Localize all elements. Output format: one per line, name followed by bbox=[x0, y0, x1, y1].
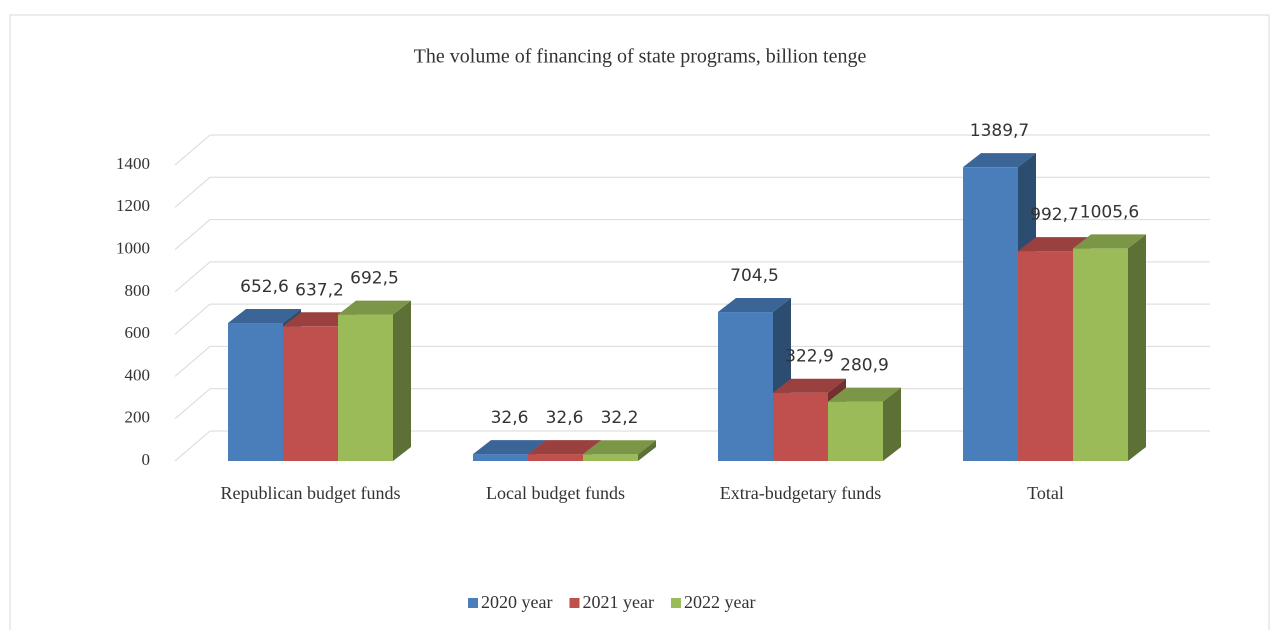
legend-label: 2021 year bbox=[582, 592, 653, 612]
value-label: 1389,7 bbox=[970, 121, 1029, 141]
y-tick-label: 0 bbox=[142, 450, 151, 469]
value-label: 322,9 bbox=[785, 347, 834, 367]
grid-line bbox=[174, 134, 211, 166]
bar-top bbox=[963, 153, 1036, 168]
x-tick-label: Extra-budgetary funds bbox=[719, 483, 882, 503]
bar-front bbox=[1018, 251, 1073, 461]
bar-side bbox=[1128, 234, 1146, 461]
bar-top bbox=[1073, 234, 1146, 249]
y-tick-label: 1200 bbox=[116, 196, 150, 215]
grid-line bbox=[174, 176, 211, 208]
y-tick-label: 600 bbox=[125, 323, 151, 342]
bar-top bbox=[718, 298, 791, 313]
bar-top bbox=[338, 300, 411, 315]
bar-front bbox=[828, 401, 883, 461]
value-label: 32,6 bbox=[491, 408, 529, 428]
bar-front bbox=[228, 323, 283, 461]
bar-front bbox=[283, 326, 338, 461]
value-label: 692,5 bbox=[350, 269, 399, 289]
bar-top bbox=[283, 312, 356, 327]
value-label: 637,2 bbox=[295, 280, 344, 300]
value-label: 280,9 bbox=[840, 356, 889, 376]
y-tick-label: 1000 bbox=[116, 238, 150, 257]
bar-top bbox=[583, 440, 656, 455]
legend-swatch bbox=[468, 598, 478, 608]
x-tick-label: Total bbox=[1027, 483, 1064, 503]
legend-swatch bbox=[569, 598, 580, 608]
value-label: 652,6 bbox=[240, 277, 289, 297]
grid-line bbox=[174, 219, 211, 250]
grid-line bbox=[174, 346, 211, 377]
y-tick-label: 1400 bbox=[116, 154, 150, 173]
bar-front bbox=[528, 454, 583, 461]
bar-side bbox=[638, 440, 656, 461]
bar-front bbox=[583, 454, 638, 461]
x-tick-label: Local budget funds bbox=[486, 483, 625, 503]
y-tick-label: 400 bbox=[125, 365, 151, 384]
value-label: 32,2 bbox=[601, 408, 639, 428]
bar-top bbox=[228, 309, 301, 324]
bar-top bbox=[773, 378, 846, 393]
value-label: 1005,6 bbox=[1080, 202, 1139, 222]
grid-line bbox=[174, 388, 211, 420]
bar-front bbox=[773, 392, 828, 461]
grid-line bbox=[174, 261, 211, 293]
bar-front bbox=[718, 312, 773, 461]
bar-front bbox=[338, 314, 393, 461]
bar-top bbox=[528, 440, 601, 455]
bar-side bbox=[393, 300, 411, 461]
bar-top bbox=[828, 387, 901, 402]
x-tick-label: Republican budget funds bbox=[220, 483, 401, 503]
legend-swatch bbox=[670, 598, 681, 608]
value-label: 704,5 bbox=[730, 266, 779, 286]
chart-title: The volume of financing of state program… bbox=[414, 46, 867, 68]
bar-top bbox=[473, 440, 546, 455]
y-tick-label: 200 bbox=[125, 408, 151, 427]
bar-front bbox=[473, 454, 528, 461]
grid-line bbox=[174, 430, 211, 462]
grid-line bbox=[174, 303, 211, 335]
y-tick-label: 800 bbox=[125, 281, 151, 300]
bar-side bbox=[883, 387, 901, 461]
bar-front bbox=[1073, 248, 1128, 461]
bar-top bbox=[1018, 237, 1091, 252]
bar-front bbox=[963, 167, 1018, 461]
value-label: 32,6 bbox=[546, 408, 584, 428]
legend-label: 2022 year bbox=[684, 592, 755, 612]
legend-label: 2020 year bbox=[481, 592, 552, 612]
value-label: 992,7 bbox=[1030, 205, 1079, 225]
